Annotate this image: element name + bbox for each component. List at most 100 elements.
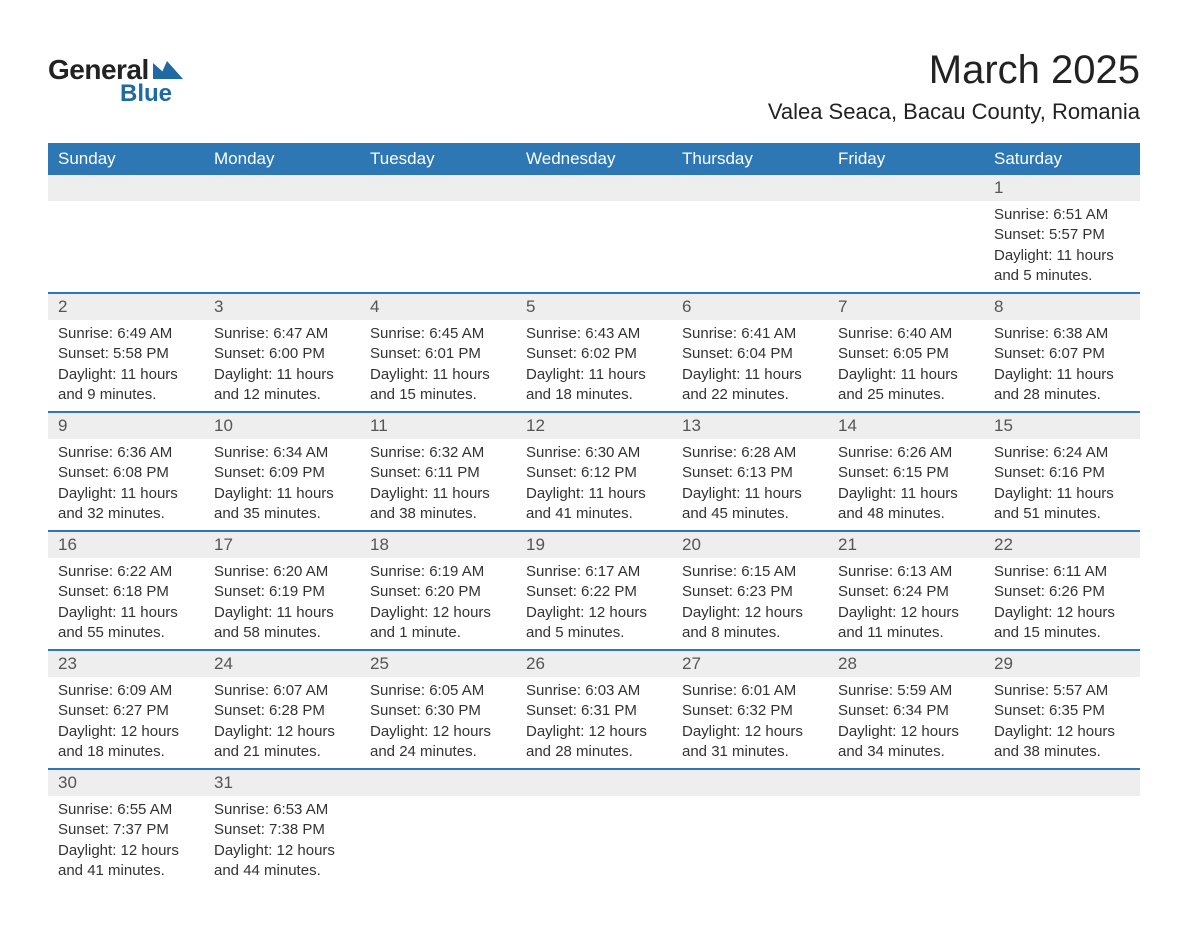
day-detail-line: and 38 minutes. [994, 742, 1130, 762]
day-number: 10 [204, 413, 360, 439]
day-details: Sunrise: 6:45 AMSunset: 6:01 PMDaylight:… [360, 320, 516, 411]
day-detail-line: Sunrise: 6:28 AM [682, 443, 818, 463]
day-number: 23 [48, 651, 204, 677]
calendar-week-row: 23Sunrise: 6:09 AMSunset: 6:27 PMDayligh… [48, 650, 1140, 769]
day-number: 16 [48, 532, 204, 558]
weekday-header: Monday [204, 143, 360, 175]
day-detail-line: Sunset: 6:04 PM [682, 344, 818, 364]
day-number: 28 [828, 651, 984, 677]
day-detail-line: Daylight: 12 hours [214, 722, 350, 742]
day-detail-line: Sunrise: 6:20 AM [214, 562, 350, 582]
day-number [204, 175, 360, 201]
page-header: General Blue March 2025 Valea Seaca, Bac… [48, 48, 1140, 125]
day-detail-line: Sunset: 6:00 PM [214, 344, 350, 364]
day-detail-line: Daylight: 12 hours [526, 603, 662, 623]
calendar-day-cell [828, 175, 984, 293]
day-details: Sunrise: 6:32 AMSunset: 6:11 PMDaylight:… [360, 439, 516, 530]
logo-word-blue: Blue [120, 80, 172, 108]
day-detail-line: Daylight: 11 hours [838, 365, 974, 385]
day-detail-line: Sunset: 6:31 PM [526, 701, 662, 721]
day-number: 8 [984, 294, 1140, 320]
day-detail-line: Sunrise: 6:49 AM [58, 324, 194, 344]
day-number: 26 [516, 651, 672, 677]
calendar-day-cell: 31Sunrise: 6:53 AMSunset: 7:38 PMDayligh… [204, 769, 360, 887]
day-details: Sunrise: 6:24 AMSunset: 6:16 PMDaylight:… [984, 439, 1140, 530]
day-detail-line: Daylight: 12 hours [370, 722, 506, 742]
day-detail-line: Daylight: 12 hours [214, 841, 350, 861]
day-detail-line: and 41 minutes. [58, 861, 194, 881]
day-details: Sunrise: 6:26 AMSunset: 6:15 PMDaylight:… [828, 439, 984, 530]
day-details: Sunrise: 6:09 AMSunset: 6:27 PMDaylight:… [48, 677, 204, 768]
calendar-day-cell: 27Sunrise: 6:01 AMSunset: 6:32 PMDayligh… [672, 650, 828, 769]
calendar-day-cell: 6Sunrise: 6:41 AMSunset: 6:04 PMDaylight… [672, 293, 828, 412]
day-detail-line: Sunrise: 6:30 AM [526, 443, 662, 463]
day-detail-line: and 35 minutes. [214, 504, 350, 524]
day-number: 14 [828, 413, 984, 439]
weekday-header: Sunday [48, 143, 204, 175]
calendar-day-cell: 1Sunrise: 6:51 AMSunset: 5:57 PMDaylight… [984, 175, 1140, 293]
day-detail-line: Sunrise: 5:59 AM [838, 681, 974, 701]
day-detail-line: Sunset: 6:12 PM [526, 463, 662, 483]
day-detail-line: Sunset: 6:20 PM [370, 582, 506, 602]
day-detail-line: Sunrise: 6:55 AM [58, 800, 194, 820]
calendar-week-row: 9Sunrise: 6:36 AMSunset: 6:08 PMDaylight… [48, 412, 1140, 531]
calendar-day-cell [672, 769, 828, 887]
calendar-day-cell: 20Sunrise: 6:15 AMSunset: 6:23 PMDayligh… [672, 531, 828, 650]
day-detail-line: and 1 minute. [370, 623, 506, 643]
day-detail-line: Sunrise: 6:01 AM [682, 681, 818, 701]
calendar-day-cell: 29Sunrise: 5:57 AMSunset: 6:35 PMDayligh… [984, 650, 1140, 769]
calendar-day-cell: 25Sunrise: 6:05 AMSunset: 6:30 PMDayligh… [360, 650, 516, 769]
calendar-day-cell: 13Sunrise: 6:28 AMSunset: 6:13 PMDayligh… [672, 412, 828, 531]
day-number: 18 [360, 532, 516, 558]
day-detail-line: Sunrise: 6:11 AM [994, 562, 1130, 582]
day-details [984, 796, 1140, 806]
day-number [516, 770, 672, 796]
day-number: 7 [828, 294, 984, 320]
day-detail-line: and 9 minutes. [58, 385, 194, 405]
day-number: 27 [672, 651, 828, 677]
day-detail-line: and 22 minutes. [682, 385, 818, 405]
calendar-day-cell: 22Sunrise: 6:11 AMSunset: 6:26 PMDayligh… [984, 531, 1140, 650]
weekday-header: Tuesday [360, 143, 516, 175]
day-detail-line: Sunrise: 6:07 AM [214, 681, 350, 701]
day-number: 17 [204, 532, 360, 558]
day-detail-line: Sunset: 6:09 PM [214, 463, 350, 483]
calendar-day-cell: 2Sunrise: 6:49 AMSunset: 5:58 PMDaylight… [48, 293, 204, 412]
day-detail-line: Daylight: 11 hours [58, 484, 194, 504]
day-detail-line: Sunset: 6:23 PM [682, 582, 818, 602]
day-detail-line: and 48 minutes. [838, 504, 974, 524]
day-detail-line: Sunset: 6:19 PM [214, 582, 350, 602]
day-detail-line: Daylight: 11 hours [838, 484, 974, 504]
day-number: 24 [204, 651, 360, 677]
day-detail-line: Sunset: 6:15 PM [838, 463, 974, 483]
calendar-day-cell [516, 769, 672, 887]
day-detail-line: Sunset: 7:37 PM [58, 820, 194, 840]
day-detail-line: Daylight: 11 hours [994, 484, 1130, 504]
day-detail-line: Sunset: 6:18 PM [58, 582, 194, 602]
calendar-day-cell: 19Sunrise: 6:17 AMSunset: 6:22 PMDayligh… [516, 531, 672, 650]
day-number: 11 [360, 413, 516, 439]
day-detail-line: Sunset: 5:57 PM [994, 225, 1130, 245]
calendar-day-cell: 17Sunrise: 6:20 AMSunset: 6:19 PMDayligh… [204, 531, 360, 650]
day-number: 31 [204, 770, 360, 796]
weekday-header: Friday [828, 143, 984, 175]
day-details [516, 201, 672, 211]
calendar-day-cell: 11Sunrise: 6:32 AMSunset: 6:11 PMDayligh… [360, 412, 516, 531]
day-details: Sunrise: 6:20 AMSunset: 6:19 PMDaylight:… [204, 558, 360, 649]
calendar-day-cell: 26Sunrise: 6:03 AMSunset: 6:31 PMDayligh… [516, 650, 672, 769]
day-number: 1 [984, 175, 1140, 201]
weekday-header: Wednesday [516, 143, 672, 175]
day-detail-line: Sunrise: 6:38 AM [994, 324, 1130, 344]
calendar-week-row: 30Sunrise: 6:55 AMSunset: 7:37 PMDayligh… [48, 769, 1140, 887]
day-detail-line: Daylight: 12 hours [58, 722, 194, 742]
day-detail-line: Sunrise: 6:03 AM [526, 681, 662, 701]
day-detail-line: Daylight: 12 hours [994, 603, 1130, 623]
day-detail-line: and 55 minutes. [58, 623, 194, 643]
day-detail-line: and 11 minutes. [838, 623, 974, 643]
day-detail-line: Sunset: 5:58 PM [58, 344, 194, 364]
calendar-day-cell: 18Sunrise: 6:19 AMSunset: 6:20 PMDayligh… [360, 531, 516, 650]
day-detail-line: Daylight: 11 hours [58, 603, 194, 623]
calendar-day-cell [516, 175, 672, 293]
day-detail-line: and 31 minutes. [682, 742, 818, 762]
day-detail-line: Sunset: 6:11 PM [370, 463, 506, 483]
